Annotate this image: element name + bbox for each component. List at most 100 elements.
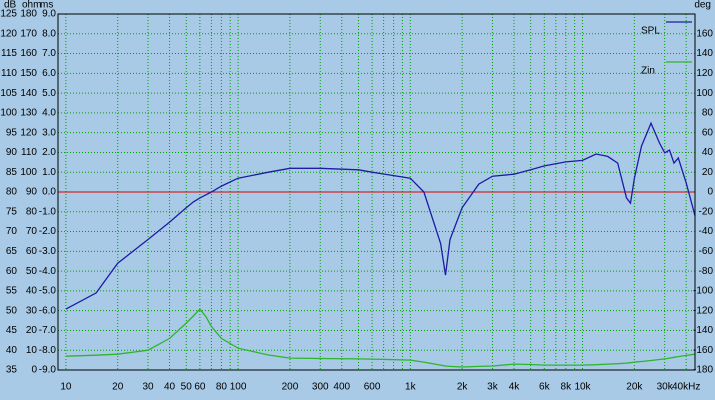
x-tick-label: 50 [181, 382, 193, 393]
y4-tick-label: -40 [699, 226, 714, 237]
y-tick-label: 120 [0, 28, 17, 39]
y3-tick-label: 2.0 [42, 147, 56, 158]
y-tick-label: 60 [6, 266, 18, 277]
y3-tick-label: -6.0 [39, 305, 57, 316]
y-tick-label: 125 [0, 9, 17, 20]
y4-tick-label: -160 [693, 345, 713, 356]
y-tick-label: 65 [6, 246, 18, 257]
y2-tick-label: 140 [20, 88, 37, 99]
x-tick-label: 80 [216, 382, 228, 393]
x-tick-label: 1k [405, 382, 417, 393]
y4-tick-label: 80 [702, 108, 714, 119]
y4-axis-label: deg [694, 0, 711, 11]
y-tick-label: 35 [6, 365, 18, 376]
y2-tick-label: 160 [20, 48, 37, 59]
y-tick-label: 75 [6, 206, 18, 217]
y-tick-label: 115 [1, 48, 17, 59]
y2-tick-label: 180 [20, 9, 37, 20]
x-tick-label: 3k [487, 382, 499, 393]
y4-tick-label: 160 [696, 28, 713, 39]
series-line [65, 308, 696, 368]
y3-tick-label: -4.0 [39, 266, 57, 277]
y4-tick-label: -180 [693, 365, 713, 376]
y4-tick-label: 60 [702, 127, 714, 138]
y-tick-label: 100 [0, 108, 17, 119]
y3-tick-label: 3.0 [42, 127, 56, 138]
x-tick-label: 30k [657, 382, 674, 393]
y4-tick-label: -120 [693, 305, 713, 316]
x-tick-label: 8k [561, 382, 573, 393]
y-tick-label: 40 [6, 345, 18, 356]
y2-tick-label: 10 [26, 345, 38, 356]
x-tick-label: 6k [539, 382, 551, 393]
x-tick-label: 10k [574, 382, 591, 393]
x-tick-label: 20k [626, 382, 643, 393]
x-tick-label: 4k [509, 382, 521, 393]
y-tick-label: 45 [6, 325, 18, 336]
x-tick-label: 100 [230, 382, 247, 393]
x-tick-label: 60 [194, 382, 206, 393]
y-tick-label: 90 [6, 147, 18, 158]
y4-tick-label: 40 [702, 147, 714, 158]
y2-tick-label: 20 [26, 325, 38, 336]
y2-tick-label: 120 [20, 127, 37, 138]
legend-label: Zin [641, 66, 655, 77]
x-tick-label: 10 [60, 382, 72, 393]
y2-tick-label: 30 [26, 305, 38, 316]
x-tick-label: 40kHz [672, 382, 700, 393]
y3-tick-label: -1.0 [39, 206, 57, 217]
x-tick-label: 200 [282, 382, 299, 393]
y2-tick-label: 40 [26, 286, 38, 297]
y4-tick-label: 0 [707, 187, 713, 198]
y2-tick-label: 70 [26, 226, 38, 237]
y2-tick-label: 60 [26, 246, 38, 257]
y4-tick-label: -140 [693, 325, 713, 336]
y4-tick-label: -100 [693, 286, 713, 297]
y-tick-label: 50 [6, 305, 18, 316]
y2-tick-label: 170 [20, 28, 37, 39]
y2-tick-label: 50 [26, 266, 38, 277]
y4-tick-label: -60 [699, 246, 714, 257]
y3-tick-label: 6.0 [42, 68, 56, 79]
y2-tick-label: 130 [20, 108, 37, 119]
y4-tick-label: 120 [696, 68, 713, 79]
y-tick-label: 55 [6, 286, 18, 297]
y3-tick-label: -2.0 [39, 226, 57, 237]
y2-axis-label: ohm [22, 0, 41, 11]
y-tick-label: 105 [0, 88, 17, 99]
y4-tick-label: -20 [699, 206, 714, 217]
y3-tick-label: -8.0 [39, 345, 57, 356]
y4-tick-label: -80 [699, 266, 714, 277]
y3-tick-label: -5.0 [39, 286, 57, 297]
y-tick-label: 70 [6, 226, 18, 237]
y3-tick-label: 7.0 [42, 48, 56, 59]
y2-tick-label: 80 [26, 206, 38, 217]
x-tick-label: 20 [112, 382, 124, 393]
y3-tick-label: 5.0 [42, 88, 56, 99]
plot-area [57, 13, 696, 371]
x-tick-label: 300 [312, 382, 329, 393]
y2-tick-label: 90 [26, 187, 38, 198]
y2-tick-label: 150 [20, 68, 37, 79]
y3-tick-label: 4.0 [42, 108, 56, 119]
y3-tick-label: 1.0 [42, 167, 56, 178]
y3-tick-label: -9.0 [39, 365, 57, 376]
y3-tick-label: -3.0 [39, 246, 57, 257]
y3-axis-label: ms [40, 0, 53, 11]
y-tick-label: 85 [6, 167, 18, 178]
x-tick-label: 600 [364, 382, 381, 393]
x-tick-label: 400 [333, 382, 350, 393]
y3-tick-label: -7.0 [39, 325, 57, 336]
y2-tick-label: 100 [20, 167, 37, 178]
y4-tick-label: 100 [696, 88, 713, 99]
x-tick-label: 40 [164, 382, 176, 393]
y3-tick-label: 0.0 [42, 187, 56, 198]
y4-tick-label: 20 [702, 167, 714, 178]
y-tick-label: 95 [6, 127, 18, 138]
x-tick-label: 30 [142, 382, 154, 393]
legend-label: SPL [641, 26, 660, 37]
x-tick-label: 2k [457, 382, 469, 393]
y3-tick-label: 8.0 [42, 28, 56, 39]
